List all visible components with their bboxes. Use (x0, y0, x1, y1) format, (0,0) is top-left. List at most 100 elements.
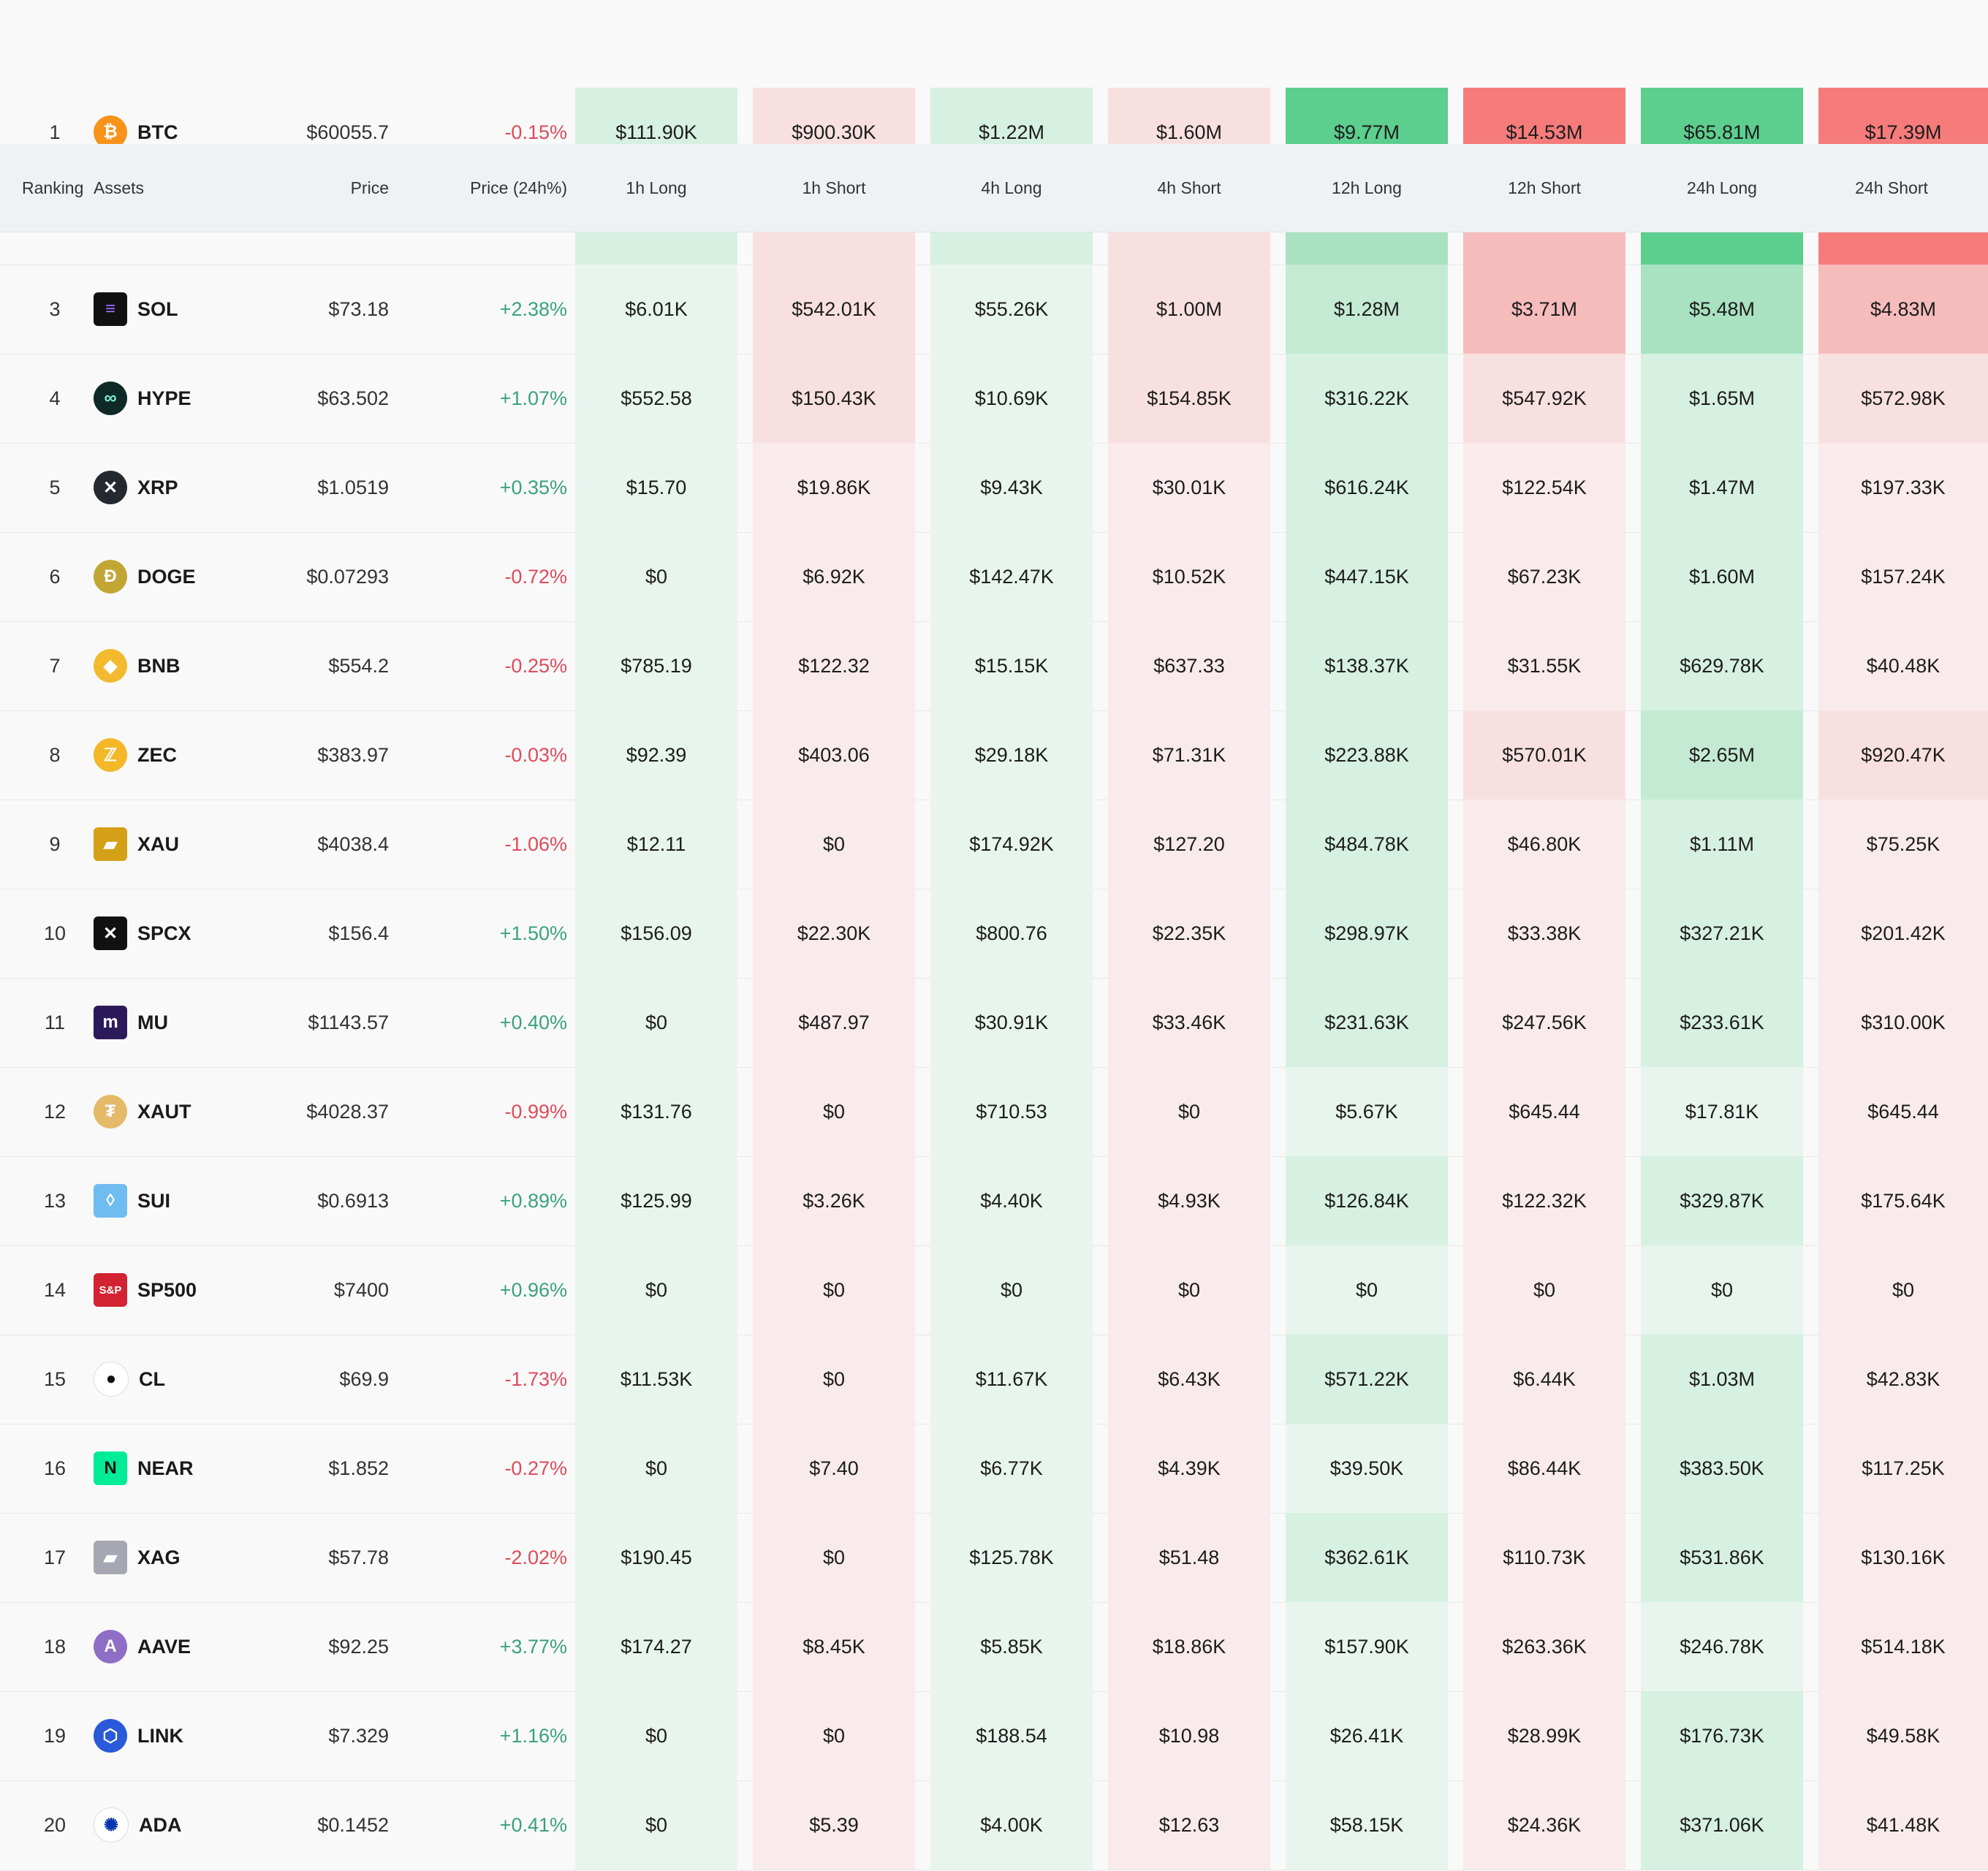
header-price-change[interactable]: Price (24h%) (470, 178, 567, 197)
asset-symbol[interactable]: ADA (139, 1813, 182, 1836)
header-1h-short[interactable]: 1h Short (802, 178, 866, 197)
heat-cell-bg (1641, 1513, 1803, 1602)
table-row[interactable]: 20 ✺ ADA $0.1452 +0.41% $0 $5.39 $4.00K $12.63 $5… (0, 1780, 1988, 1870)
price-cell: $4028.37 (306, 1100, 389, 1123)
asset-symbol[interactable]: SOL (137, 297, 178, 320)
table-row[interactable]: 16 N NEAR $1.852 -0.27% $0 $7.40 $6.77K $4.39K $3… (0, 1424, 1988, 1514)
liquidation-value-cell: $531.86K (1680, 1546, 1764, 1568)
table-row[interactable]: 4 ∞ HYPE $63.502 +1.07% $552.58 $150.43K $10.69… (0, 354, 1988, 444)
header-12h-long[interactable]: 12h Long (1332, 178, 1402, 197)
asset-cell[interactable]: Ð DOGE (94, 532, 262, 621)
table-row[interactable]: 5 ✕ XRP $1.0519 +0.35% $15.70 $19.86K $9.43K $30… (0, 443, 1988, 533)
table-row[interactable]: 19 ⬡ LINK $7.329 +1.16% $0 $0 $188.54 $10.98 $26.… (0, 1691, 1988, 1781)
table-row[interactable]: 7 ◆ BNB $554.2 -0.25% $785.19 $122.32 $15.15K $6… (0, 621, 1988, 711)
table-row[interactable]: 12 ₮ XAUT $4028.37 -0.99% $131.76 $0 $710.53 $0 $… (0, 1067, 1988, 1157)
asset-cell[interactable]: ▰ XAU (94, 800, 262, 889)
table-row[interactable]: 10 ✕ SPCX $156.4 +1.50% $156.09 $22.30K $800.76… (0, 889, 1988, 979)
asset-symbol[interactable]: DOGE (137, 565, 196, 588)
heat-cell-bg (753, 1424, 915, 1513)
asset-symbol[interactable]: MU (137, 1011, 168, 1033)
table-row[interactable]: 11 m MU $1143.57 +0.40% $0 $487.97 $30.91K $33.4… (0, 978, 1988, 1068)
asset-symbol[interactable]: XAUT (137, 1100, 191, 1123)
asset-cell[interactable]: N NEAR (94, 1424, 262, 1513)
header-24h-short[interactable]: 24h Short (1855, 178, 1928, 197)
liquidation-value-cell: $233.61K (1680, 1011, 1764, 1033)
liquidation-value-cell: $5.39 (809, 1813, 859, 1836)
solana-icon: ≡ (94, 292, 127, 326)
table-row[interactable]: 6 Ð DOGE $0.07293 -0.72% $0 $6.92K $142.47K $10.… (0, 532, 1988, 622)
header-1h-long[interactable]: 1h Long (626, 178, 687, 197)
heat-cell-bg (930, 1691, 1093, 1780)
asset-cell[interactable]: m MU (94, 978, 262, 1067)
asset-symbol[interactable]: SP500 (137, 1278, 197, 1301)
asset-symbol[interactable]: ZEC (137, 743, 177, 766)
rank-cell: 10 (43, 922, 67, 944)
asset-cell[interactable]: ≡ SOL (94, 265, 262, 354)
heat-cell-bg (1818, 1780, 1988, 1870)
liquidation-value-cell: $4.00K (980, 1813, 1043, 1836)
header-assets[interactable]: Assets (94, 178, 145, 197)
asset-cell[interactable]: ● CL (94, 1335, 262, 1424)
asset-cell[interactable]: ◊ SUI (94, 1156, 262, 1245)
asset-cell[interactable]: ✕ XRP (94, 443, 262, 532)
heat-cell-bg (1641, 265, 1803, 354)
heat-cell-bg (1286, 1156, 1448, 1245)
asset-symbol[interactable]: LINK (137, 1724, 183, 1747)
asset-cell[interactable]: S&P SP500 (94, 1245, 262, 1335)
table-row[interactable]: 13 ◊ SUI $0.6913 +0.89% $125.99 $3.26K $4.40K $4… (0, 1156, 1988, 1246)
asset-symbol[interactable]: HYPE (137, 387, 191, 409)
table-row[interactable]: 17 ▰ XAG $57.78 -2.02% $190.45 $0 $125.78K $51.4… (0, 1513, 1988, 1603)
header-24h-long[interactable]: 24h Long (1687, 178, 1757, 197)
price-change-cell: +0.96% (499, 1278, 567, 1301)
header-ranking[interactable]: Ranking (22, 178, 84, 197)
header-4h-short[interactable]: 4h Short (1157, 178, 1221, 197)
asset-symbol[interactable]: BNB (137, 654, 181, 677)
heat-cell-bg (930, 1245, 1093, 1335)
asset-cell[interactable]: ◆ BNB (94, 621, 262, 710)
table-row[interactable]: 8 ℤ ZEC $383.97 -0.03% $92.39 $403.06 $29.18K $7… (0, 710, 1988, 800)
liquidation-value-cell: $570.01K (1502, 743, 1587, 766)
header-price[interactable]: Price (350, 178, 389, 197)
table-row[interactable]: 14 S&P SP500 $7400 +0.96% $0 $0 $0 $0 $0 $0 $0 $0 (0, 1245, 1988, 1335)
asset-cell[interactable]: ▰ XAG (94, 1513, 262, 1602)
asset-symbol[interactable]: SPCX (137, 922, 191, 944)
liquidation-value-cell: $12.11 (626, 832, 686, 855)
liquidation-value-cell: $1.60M (1688, 565, 1756, 588)
asset-cell[interactable]: ₿ BTC (94, 88, 262, 177)
heat-cell-bg (930, 1513, 1093, 1602)
heat-cell-bg (575, 532, 737, 621)
liquidation-value-cell: $33.38K (1507, 922, 1582, 944)
price-cell: $0.07293 (306, 565, 389, 588)
asset-symbol[interactable]: CL (139, 1367, 165, 1390)
table-row[interactable]: 15 ● CL $69.9 -1.73% $11.53K $0 $11.67K $6.43K $5… (0, 1335, 1988, 1424)
liquidation-value-cell: $122.32K (1502, 1189, 1587, 1212)
asset-cell[interactable]: ∞ HYPE (94, 354, 262, 443)
heat-cell-bg (1463, 443, 1625, 532)
asset-cell[interactable]: ✺ ADA (94, 1780, 262, 1870)
asset-symbol[interactable]: AAVE (137, 1635, 191, 1658)
asset-symbol[interactable]: BTC (137, 121, 178, 143)
heat-cell-bg (1108, 800, 1270, 889)
asset-cell[interactable]: ✕ SPCX (94, 889, 262, 978)
liquidation-value-cell: $0 (645, 565, 668, 588)
asset-symbol[interactable]: XAG (137, 1546, 181, 1568)
asset-symbol[interactable]: NEAR (137, 1457, 194, 1479)
asset-symbol[interactable]: XRP (137, 476, 178, 498)
asset-cell[interactable]: A AAVE (94, 1602, 262, 1691)
liquidation-value-cell: $0 (1892, 1278, 1915, 1301)
asset-cell[interactable]: ₮ XAUT (94, 1067, 262, 1156)
header-4h-long[interactable]: 4h Long (981, 178, 1042, 197)
table-row[interactable]: 3 ≡ SOL $73.18 +2.38% $6.01K $542.01K $55.26K $1… (0, 265, 1988, 354)
heat-cell-bg (1463, 710, 1625, 800)
asset-symbol[interactable]: XAU (137, 832, 180, 855)
heat-cell-bg (1108, 265, 1270, 354)
asset-cell[interactable]: ⬡ LINK (94, 1691, 262, 1780)
table-row[interactable]: 18 A AAVE $92.25 +3.77% $174.27 $8.45K $5.85K $1… (0, 1602, 1988, 1692)
heat-cell-bg (1463, 889, 1625, 978)
asset-symbol[interactable]: SUI (137, 1189, 171, 1212)
header-12h-short[interactable]: 12h Short (1508, 178, 1581, 197)
tether-gold-icon: ₮ (94, 1095, 127, 1128)
liquidation-value-cell: $484.78K (1324, 832, 1409, 855)
asset-cell[interactable]: ℤ ZEC (94, 710, 262, 800)
table-row[interactable]: 9 ▰ XAU $4038.4 -1.06% $12.11 $0 $174.92K $127.2… (0, 800, 1988, 889)
